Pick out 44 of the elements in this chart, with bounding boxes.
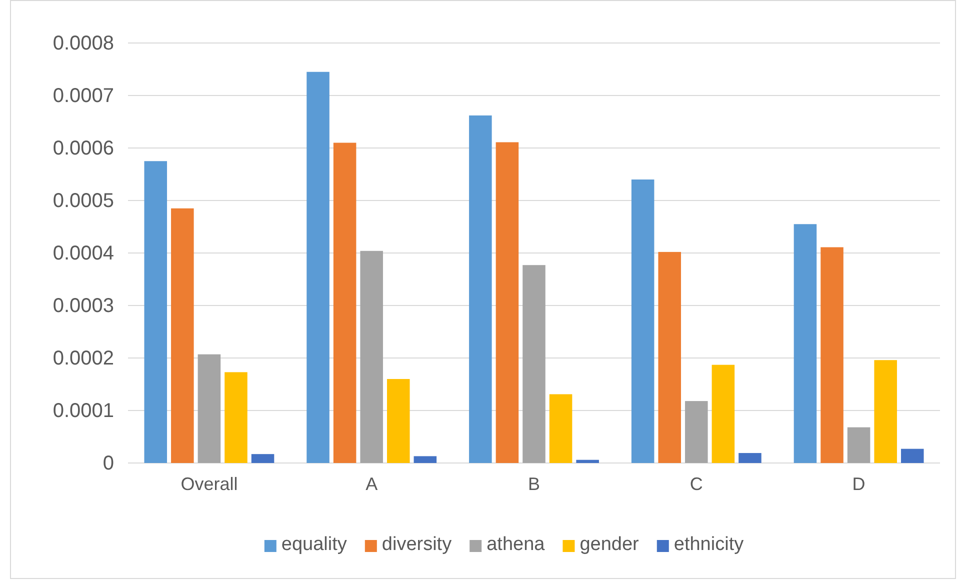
legend-label: gender — [580, 534, 640, 555]
y-tick-label: 0.0005 — [52, 190, 114, 212]
bar — [522, 265, 546, 463]
y-tick-label: 0.0007 — [52, 84, 114, 107]
y-tick-label: 0.0008 — [52, 32, 114, 54]
bar — [224, 372, 248, 463]
bar — [414, 456, 437, 463]
bar — [251, 454, 274, 463]
bar — [549, 394, 572, 463]
bar — [171, 208, 194, 463]
x-tick-label: C — [690, 474, 703, 494]
bar — [360, 250, 383, 463]
y-tick-label: 0.0004 — [52, 242, 114, 264]
bar — [387, 379, 410, 463]
legend-label: athena — [486, 534, 546, 555]
bar — [496, 142, 519, 463]
y-tick-label: 0.0003 — [52, 294, 114, 317]
bar — [144, 161, 168, 463]
bar — [820, 247, 844, 463]
legend-label: ethnicity — [674, 534, 744, 555]
bar — [658, 252, 681, 463]
x-tick-label: D — [852, 474, 866, 494]
y-tick-label: 0.0002 — [52, 347, 114, 370]
bar — [198, 354, 221, 463]
x-tick-label: Overall — [180, 474, 238, 494]
bar — [712, 364, 735, 463]
x-tick-label: A — [366, 474, 378, 494]
x-tick-label: B — [528, 474, 540, 494]
y-tick-label: 0.0006 — [52, 137, 114, 160]
legend-label: diversity — [382, 534, 452, 555]
bar — [847, 427, 870, 463]
bar — [874, 360, 897, 463]
bar — [631, 180, 654, 463]
bar — [576, 460, 599, 463]
bar — [738, 453, 762, 463]
y-tick-label: 0 — [102, 452, 114, 474]
bar — [333, 142, 356, 463]
bar — [306, 72, 330, 463]
y-tick-label: 0.0001 — [52, 400, 114, 422]
legend-label: equality — [281, 534, 348, 555]
bar — [469, 115, 492, 463]
bar — [794, 224, 817, 463]
bar — [685, 401, 708, 463]
bar — [900, 448, 924, 463]
